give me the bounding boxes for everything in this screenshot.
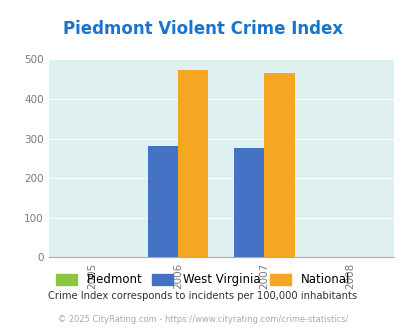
Text: © 2025 CityRating.com - https://www.cityrating.com/crime-statistics/: © 2025 CityRating.com - https://www.city… — [58, 315, 347, 324]
Bar — [234, 148, 264, 257]
Bar — [264, 73, 294, 257]
Legend: Piedmont, West Virginia, National: Piedmont, West Virginia, National — [53, 270, 352, 290]
Text: Piedmont Violent Crime Index: Piedmont Violent Crime Index — [63, 20, 342, 38]
Bar — [147, 146, 178, 257]
Text: Crime Index corresponds to incidents per 100,000 inhabitants: Crime Index corresponds to incidents per… — [48, 291, 357, 301]
Bar — [178, 70, 208, 257]
